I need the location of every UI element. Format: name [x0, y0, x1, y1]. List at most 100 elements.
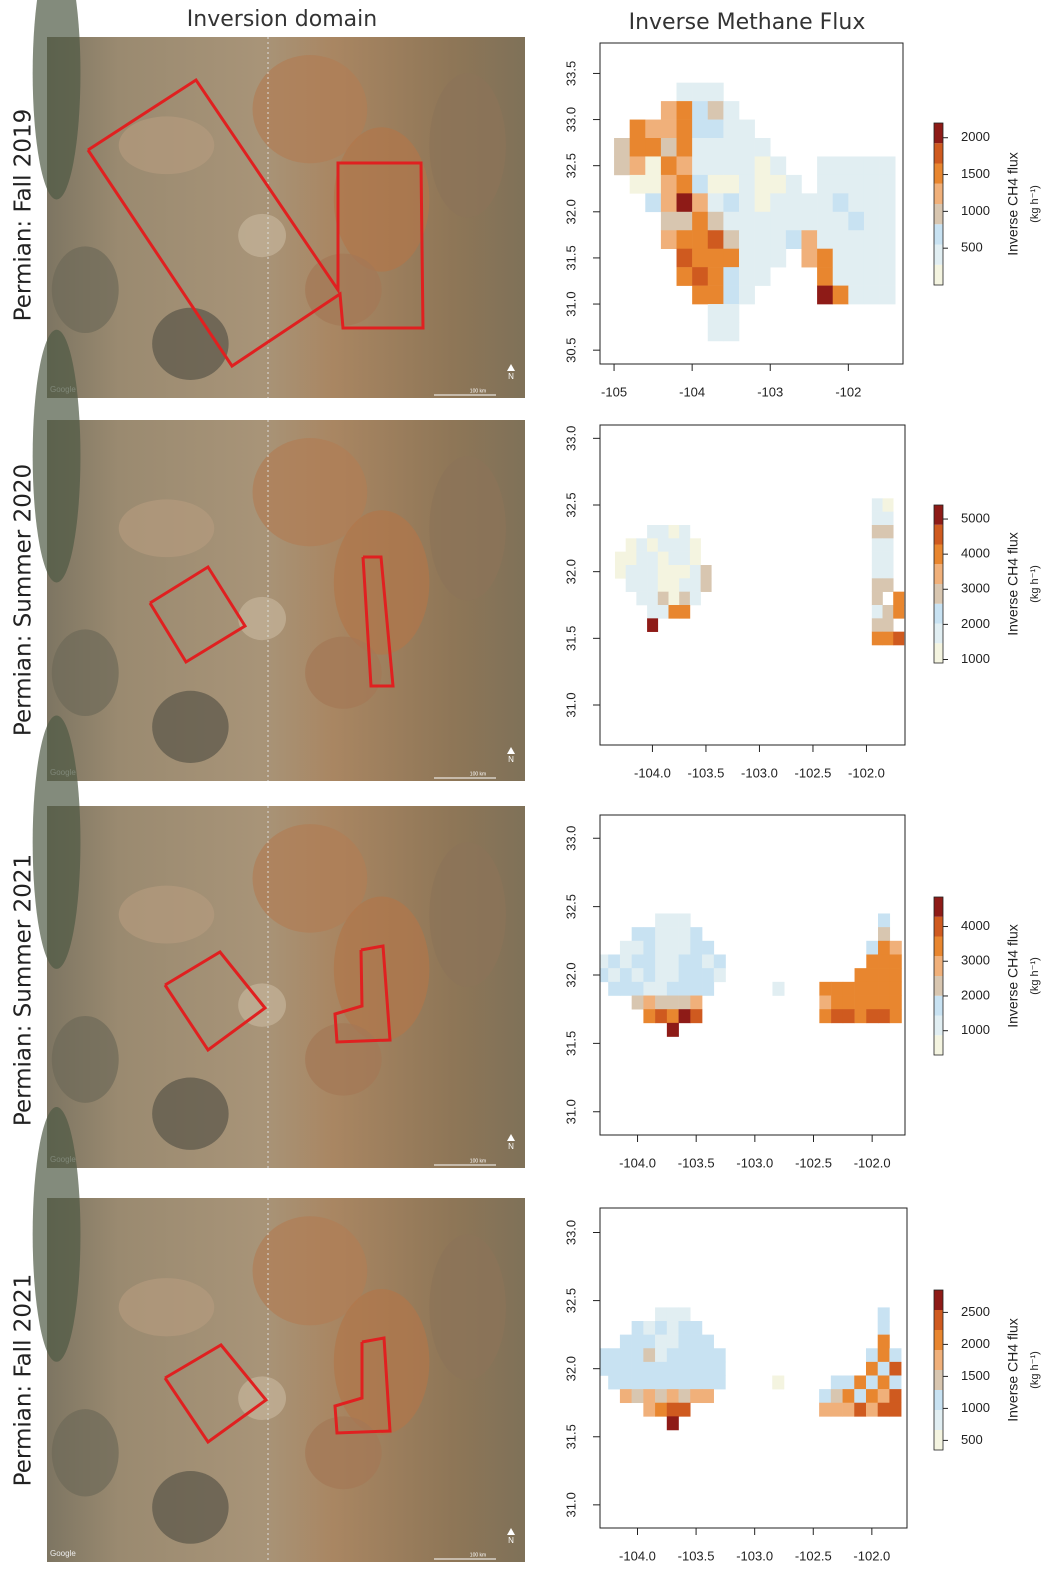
flux-cell — [647, 525, 658, 539]
flux-cell — [883, 538, 894, 552]
flux-cell — [708, 138, 724, 157]
flux-cell — [620, 968, 632, 982]
flux-cell — [668, 525, 679, 539]
flux-cell — [667, 1403, 679, 1417]
terrain — [33, 716, 81, 969]
flux-cell — [647, 618, 658, 632]
colorbar-unit: (kg h⁻¹) — [1029, 185, 1041, 223]
flux-cell — [661, 230, 677, 249]
flux-cell — [632, 968, 644, 982]
flux-cell — [608, 1348, 620, 1362]
flux-cell — [878, 1375, 890, 1389]
flux-cell — [643, 968, 655, 982]
flux-cell — [880, 212, 896, 231]
colorbar-band — [934, 1430, 943, 1450]
flux-cell — [723, 286, 739, 305]
flux-cell — [636, 592, 647, 606]
y-tick-label: 32.5 — [563, 153, 578, 178]
flux-cell — [893, 632, 904, 646]
flux-cell — [690, 927, 702, 941]
flux-cell — [667, 1307, 679, 1321]
flux-cell — [883, 632, 894, 646]
terrain — [152, 1471, 228, 1544]
flux-cell — [632, 1375, 644, 1389]
flux-cell — [645, 193, 661, 212]
flux-cell — [708, 120, 724, 139]
y-tick-label: 31.5 — [563, 626, 578, 651]
flux-cell — [661, 138, 677, 157]
flux-cell — [872, 525, 883, 539]
flux-cell — [630, 175, 646, 194]
flux-cell — [679, 1375, 691, 1389]
flux-cell — [843, 982, 855, 996]
flux-cell — [883, 578, 894, 592]
x-tick-label: -102 — [835, 384, 861, 399]
flux-cell — [817, 286, 833, 305]
flux-cell — [708, 175, 724, 194]
y-tick-label: 31.5 — [563, 1424, 578, 1449]
flux-cell — [883, 525, 894, 539]
flux-cell — [690, 1321, 702, 1335]
flux-cell — [889, 1403, 901, 1417]
colorbar-band — [934, 525, 943, 545]
flux-cell — [770, 175, 786, 194]
flux-cell — [643, 954, 655, 968]
flux-cell — [615, 565, 626, 579]
x-tick-label: -103.0 — [736, 1548, 773, 1563]
flux-cell — [872, 512, 883, 526]
flux-cell — [833, 156, 849, 175]
flux-cell — [723, 193, 739, 212]
flux-cell — [658, 605, 669, 619]
colorbar-band — [934, 1350, 943, 1370]
colorbar-band — [934, 976, 943, 996]
flux-cell — [889, 1348, 901, 1362]
flux-cell — [702, 1389, 714, 1403]
flux-cell — [655, 1403, 667, 1417]
y-tick-label: 32.5 — [563, 1288, 578, 1313]
flux-cell — [755, 267, 771, 286]
row-label: Permian: Fall 2021 — [11, 1274, 37, 1487]
flux-cell — [872, 578, 883, 592]
colorbar-tick-label: 2000 — [961, 1336, 990, 1351]
flux-cell — [817, 230, 833, 249]
flux-cell — [643, 982, 655, 996]
flux-cell — [679, 968, 691, 982]
flux-cell — [677, 120, 693, 139]
x-tick-label: -102.0 — [853, 1548, 890, 1563]
flux-cell — [833, 249, 849, 268]
x-tick-label: -103.5 — [678, 1155, 715, 1170]
flux-cell — [848, 286, 864, 305]
flux-cell — [596, 954, 608, 968]
flux-cell — [690, 982, 702, 996]
flux-cell — [692, 101, 708, 120]
flux-cell — [667, 954, 679, 968]
flux-cell — [679, 525, 690, 539]
flux-cell — [608, 1362, 620, 1376]
flux-cell — [819, 1403, 831, 1417]
x-tick-label: -103.5 — [688, 765, 725, 780]
flux-cell — [632, 982, 644, 996]
y-tick-label: 32.5 — [563, 894, 578, 919]
flux-cell — [643, 996, 655, 1010]
flux-cell — [739, 267, 755, 286]
colorbar-band — [934, 224, 943, 244]
flux-cell — [893, 592, 904, 606]
flux-cell — [833, 286, 849, 305]
flux-cell — [831, 996, 843, 1010]
flux-cell — [772, 1375, 784, 1389]
flux-cell — [817, 249, 833, 268]
flux-cell — [708, 304, 724, 323]
colorbar-band — [934, 624, 943, 644]
flux-cell — [880, 175, 896, 194]
flux-cell — [772, 982, 784, 996]
flux-cell — [645, 156, 661, 175]
x-tick-label: -102.5 — [795, 1548, 832, 1563]
x-tick-label: -103 — [757, 384, 783, 399]
flux-cell — [872, 498, 883, 512]
y-tick-label: 32.0 — [563, 962, 578, 987]
flux-cell — [668, 538, 679, 552]
flux-cell — [883, 605, 894, 619]
flux-cell — [702, 941, 714, 955]
colorbar-unit: (kg h⁻¹) — [1029, 1351, 1041, 1389]
heatmap-cells — [614, 83, 895, 342]
